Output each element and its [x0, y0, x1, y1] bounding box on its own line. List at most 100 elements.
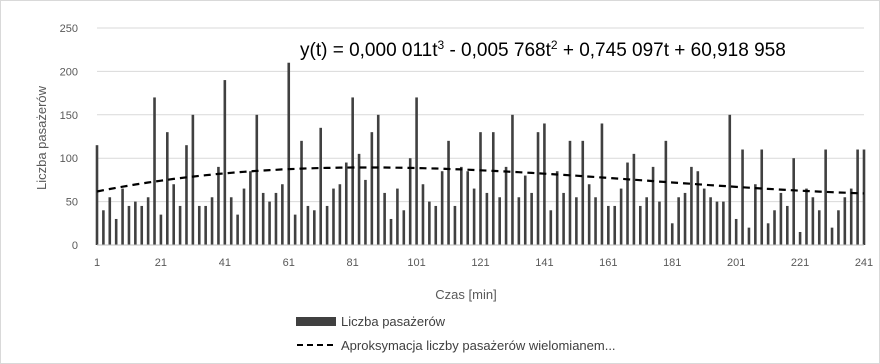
bar: [568, 140, 572, 245]
bar: [491, 132, 495, 245]
bar: [683, 192, 687, 245]
bar-series: [95, 62, 866, 245]
bar: [779, 192, 783, 245]
bar: [741, 149, 744, 245]
bar: [428, 201, 431, 245]
bar: [670, 223, 674, 245]
bar: [447, 140, 450, 245]
legend-swatch-bars: [296, 317, 336, 326]
bar: [760, 149, 764, 245]
x-tick-label: 101: [407, 257, 425, 269]
bar: [268, 201, 271, 245]
bar: [479, 132, 482, 245]
bar: [351, 97, 354, 245]
bar: [734, 218, 738, 245]
bar: [242, 188, 246, 245]
legend-label-trendline: Aproksymacja liczby pasażerów wielomiane…: [341, 338, 616, 353]
bar: [344, 162, 348, 245]
bar: [396, 188, 399, 245]
bar: [325, 205, 329, 245]
x-tick-label: 201: [727, 257, 745, 269]
bar: [798, 231, 802, 245]
bar: [587, 184, 591, 245]
bar: [210, 197, 214, 245]
bar: [530, 192, 533, 245]
bar: [249, 171, 252, 245]
bar: [728, 114, 732, 245]
bar: [638, 205, 642, 245]
bar: [523, 175, 527, 245]
x-axis-ticks: 1 21 41 61 81 101 121 141 161 181 201 221 241: [94, 257, 873, 269]
x-tick-label: 161: [599, 257, 617, 269]
bar: [651, 166, 655, 245]
bar: [293, 214, 297, 245]
bar: [517, 197, 521, 245]
bar: [613, 205, 617, 245]
bar: [619, 188, 623, 245]
bar: [715, 201, 719, 245]
bar: [543, 123, 546, 245]
bar: [849, 188, 853, 245]
bar: [402, 210, 406, 245]
bar: [549, 210, 553, 245]
bar: [485, 192, 489, 245]
bar: [114, 218, 118, 245]
legend: Liczba pasażerów Aproksymacja liczby pas…: [296, 314, 616, 353]
bar: [313, 210, 316, 245]
bar: [357, 153, 361, 245]
bar: [632, 153, 636, 245]
bar: [306, 205, 310, 245]
bar: [575, 197, 578, 245]
bar: [562, 192, 565, 245]
bar: [511, 114, 514, 245]
bar: [146, 197, 150, 245]
bar: [332, 188, 335, 245]
x-tick-label: 21: [155, 257, 167, 269]
bar: [581, 140, 585, 245]
bar: [817, 210, 821, 245]
bar: [204, 205, 207, 245]
bar: [664, 140, 668, 245]
y-tick-label: 200: [60, 66, 78, 78]
bar: [709, 197, 712, 245]
bar: [536, 132, 540, 245]
y-tick-label: 150: [60, 110, 78, 122]
bar: [185, 145, 188, 245]
bar: [364, 179, 367, 245]
bar: [172, 184, 175, 245]
bar: [747, 227, 751, 245]
bar: [338, 184, 342, 245]
bar: [223, 80, 227, 245]
bar: [134, 201, 137, 245]
y-axis-ticks: 0 50 100 150 200 250: [60, 23, 78, 252]
bar: [140, 205, 144, 245]
bar: [383, 192, 386, 245]
bar: [722, 201, 725, 245]
bar: [319, 127, 323, 245]
bar: [389, 218, 393, 245]
bar: [600, 123, 604, 245]
bar: [856, 149, 859, 245]
trendline-equation: y(t) = 0,000 011t3 - 0,005 768t2 + 0,745…: [300, 38, 786, 61]
bar: [555, 171, 559, 245]
bar: [440, 171, 444, 245]
bar: [607, 205, 610, 245]
bar: [472, 188, 476, 245]
bar: [658, 201, 661, 245]
bar: [843, 197, 847, 245]
bar: [786, 205, 789, 245]
x-axis-title: Czas [min]: [435, 287, 496, 302]
bar: [153, 97, 156, 245]
bar: [300, 140, 303, 245]
bar: [811, 197, 815, 245]
bar: [837, 210, 840, 245]
bar: [792, 158, 795, 245]
x-tick-label: 181: [663, 257, 681, 269]
bar: [453, 205, 457, 245]
x-tick-label: 61: [283, 257, 295, 269]
bar: [421, 184, 425, 245]
bar: [191, 114, 195, 245]
bar: [498, 197, 501, 245]
bar: [773, 210, 776, 245]
bar: [690, 166, 693, 245]
